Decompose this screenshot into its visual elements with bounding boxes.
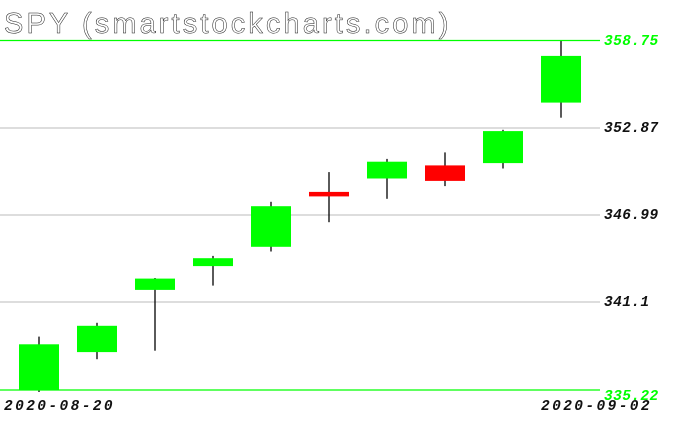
svg-text:2020-08-20: 2020-08-20: [4, 399, 115, 415]
svg-text:341.1: 341.1: [604, 295, 650, 311]
svg-text:352.87: 352.87: [604, 121, 659, 137]
svg-text:SPY (smartstockcharts.com): SPY (smartstockcharts.com): [4, 8, 451, 40]
svg-text:358.75: 358.75: [604, 34, 659, 50]
svg-text:346.99: 346.99: [604, 208, 659, 224]
svg-text:2020-09-02: 2020-09-02: [541, 399, 652, 415]
